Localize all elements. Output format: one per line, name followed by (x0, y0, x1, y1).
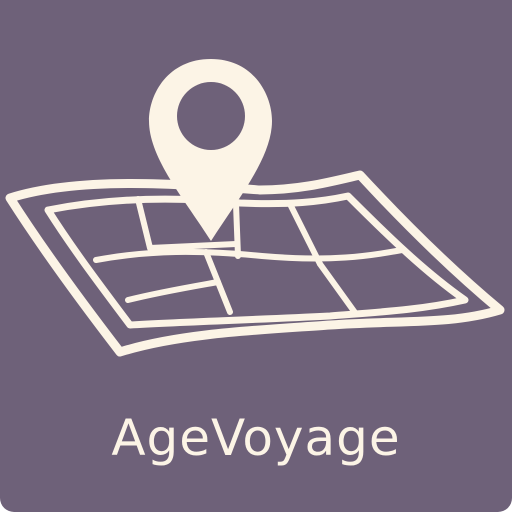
location-pin-icon (149, 59, 272, 241)
app-name: AgeVoyage (111, 409, 401, 467)
folded-map-icon (5, 170, 505, 357)
